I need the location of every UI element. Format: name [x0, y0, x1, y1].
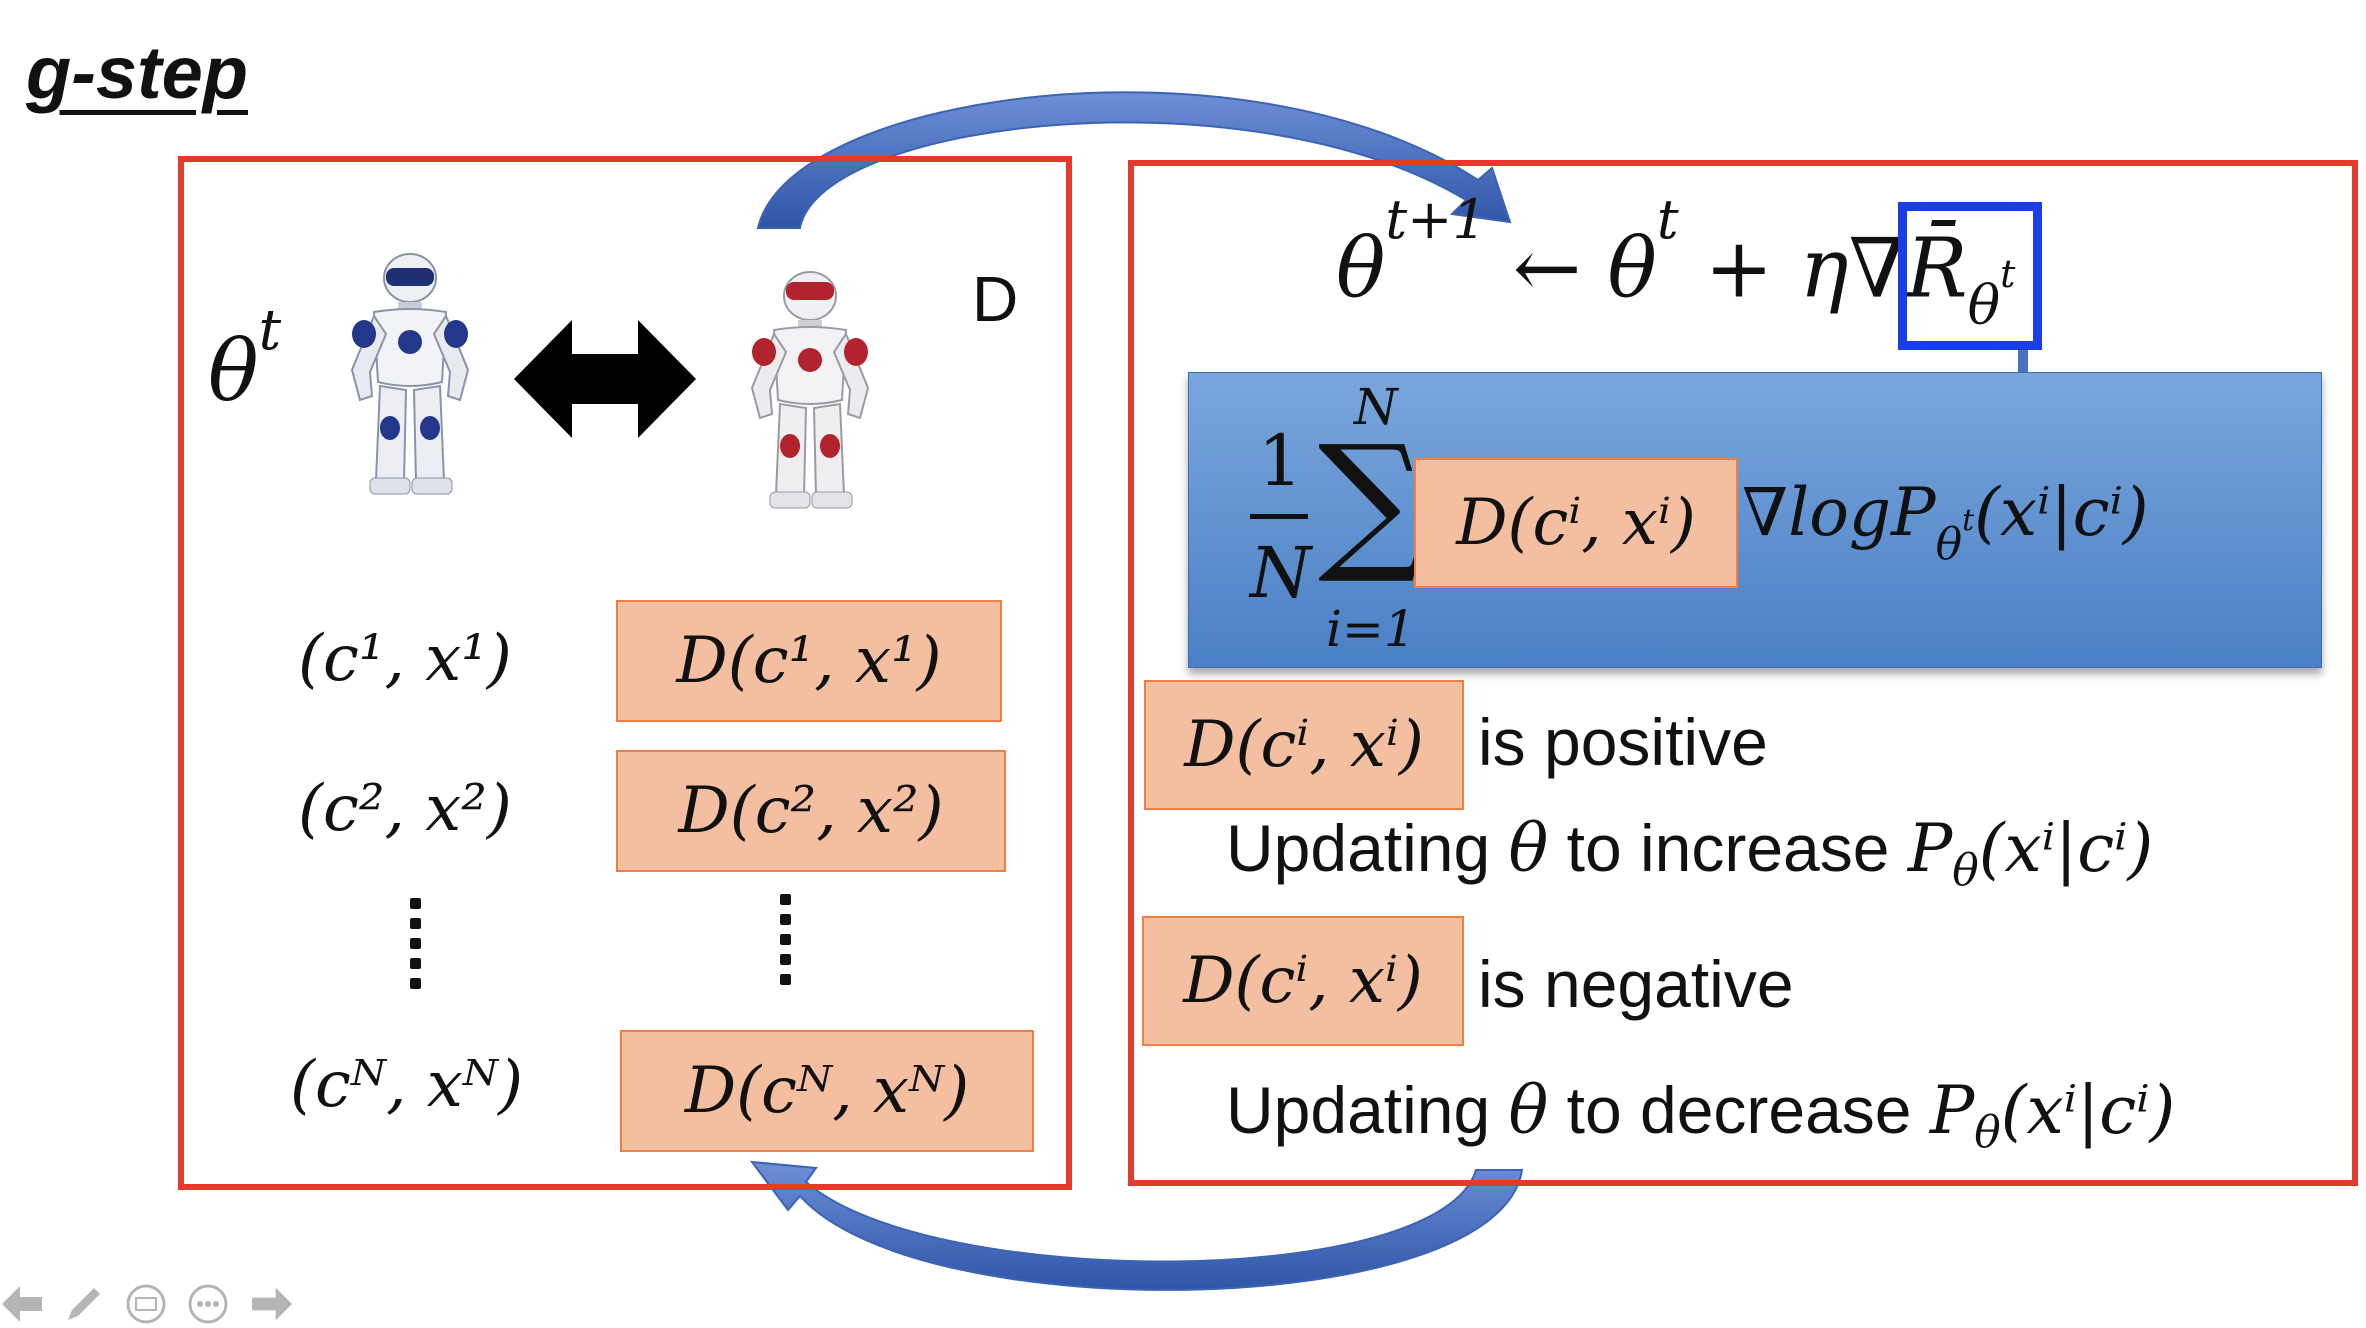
negative-update: Updating θ to decrease Pθ(xⁱ|cⁱ) — [1226, 1072, 2175, 1158]
gradient-log-term: ∇logPθt(xⁱ|cⁱ) — [1742, 474, 2149, 570]
theta-symbol: θ — [208, 322, 259, 420]
negative-condition: is negative — [1478, 947, 1794, 1021]
right-panel — [1128, 160, 2358, 1186]
gradient-estimate-panel — [1188, 372, 2322, 668]
update-lhs-sup: t+1 — [1385, 188, 1487, 251]
pair-2: (c², x²) — [298, 772, 512, 846]
sum-top: N — [1354, 378, 1398, 436]
negative-d-term: D(cⁱ, xⁱ) — [1142, 916, 1464, 1046]
update-arrow: ← — [1486, 221, 1608, 317]
sum-sign: ∑ — [1318, 414, 1426, 588]
log-sub-theta: θ — [1935, 519, 1963, 571]
negative-update-mid: to decrease — [1548, 1073, 1930, 1147]
positive-update-mid: to increase — [1548, 811, 1908, 885]
positive-update-prob-arg: (xⁱ|cⁱ) — [1978, 810, 2154, 887]
log-arg: (xⁱ|cⁱ) — [1974, 474, 2149, 551]
gradient-highlight-box — [1898, 202, 2042, 350]
fraction-bar — [1250, 514, 1308, 519]
discriminator-robot-icon — [750, 271, 870, 509]
positive-update-prob: P — [1907, 810, 1953, 887]
slide-title: g-step — [26, 31, 248, 114]
left-panel — [178, 156, 1072, 1190]
score-box-2: D(c², x²) — [616, 750, 1006, 872]
theta-superscript: t — [258, 298, 282, 363]
double-arrow-icon — [514, 320, 696, 438]
generator-theta-label: θt — [208, 298, 281, 420]
negative-update-theta: θ — [1508, 1072, 1549, 1149]
log-prob: ∇logP — [1742, 474, 1936, 551]
update-grad-r: ∇R̄ — [1848, 221, 1968, 317]
positive-update-prefix: Updating — [1226, 811, 1509, 885]
positive-condition: is positive — [1478, 705, 1768, 779]
update-theta: θ — [1607, 221, 1657, 317]
update-rule: θt+1 ← θt + η∇R̄θt — [1336, 188, 2015, 337]
prev-arrow-icon[interactable] — [2, 1284, 42, 1324]
generator-robot-icon — [350, 253, 470, 495]
top-flow-arrow — [756, 91, 1512, 229]
gradient-d-term: D(cⁱ, xⁱ) — [1414, 458, 1738, 588]
ellipsis-dots-left — [410, 898, 424, 998]
negative-update-prob-sub: θ — [1974, 1107, 2001, 1159]
next-arrow-icon[interactable] — [252, 1284, 292, 1324]
update-plus-eta: + η — [1678, 221, 1849, 317]
grad-sub-sup: t — [2000, 251, 2016, 296]
pen-icon[interactable] — [64, 1284, 104, 1324]
negative-update-prob-arg: (xⁱ|cⁱ) — [2000, 1072, 2176, 1149]
positive-d-term: D(cⁱ, xⁱ) — [1144, 680, 1464, 810]
update-grad-sub: θt — [1967, 252, 2016, 337]
more-icon[interactable] — [188, 1284, 228, 1324]
pair-1: (c¹, x¹) — [298, 622, 512, 696]
update-lhs: θ — [1336, 221, 1386, 317]
pair-n: (cᴺ, xᴺ) — [290, 1048, 524, 1122]
positive-update-prob-sub: θ — [1952, 845, 1979, 897]
sum-bottom: i=1 — [1326, 600, 1416, 658]
positive-update: Updating θ to increase Pθ(xⁱ|cⁱ) — [1226, 810, 2153, 896]
score-box-n: D(cᴺ, xᴺ) — [620, 1030, 1034, 1152]
positive-update-theta: θ — [1508, 810, 1549, 887]
negative-update-prefix: Updating — [1226, 1073, 1509, 1147]
negative-update-prob: P — [1929, 1072, 1975, 1149]
log-sub: θt — [1935, 503, 1975, 571]
discriminator-label: D — [972, 263, 1019, 335]
fraction-numerator: 1 — [1258, 420, 1303, 502]
grad-sub-theta: θ — [1967, 273, 2001, 337]
subtitles-icon[interactable] — [126, 1284, 166, 1324]
score-box-1: D(c¹, x¹) — [616, 600, 1002, 722]
log-sub-sup: t — [1962, 502, 1975, 538]
update-theta-sup: t — [1656, 188, 1679, 251]
ellipsis-dots-right — [780, 894, 794, 994]
fraction-denominator: N — [1250, 532, 1312, 614]
